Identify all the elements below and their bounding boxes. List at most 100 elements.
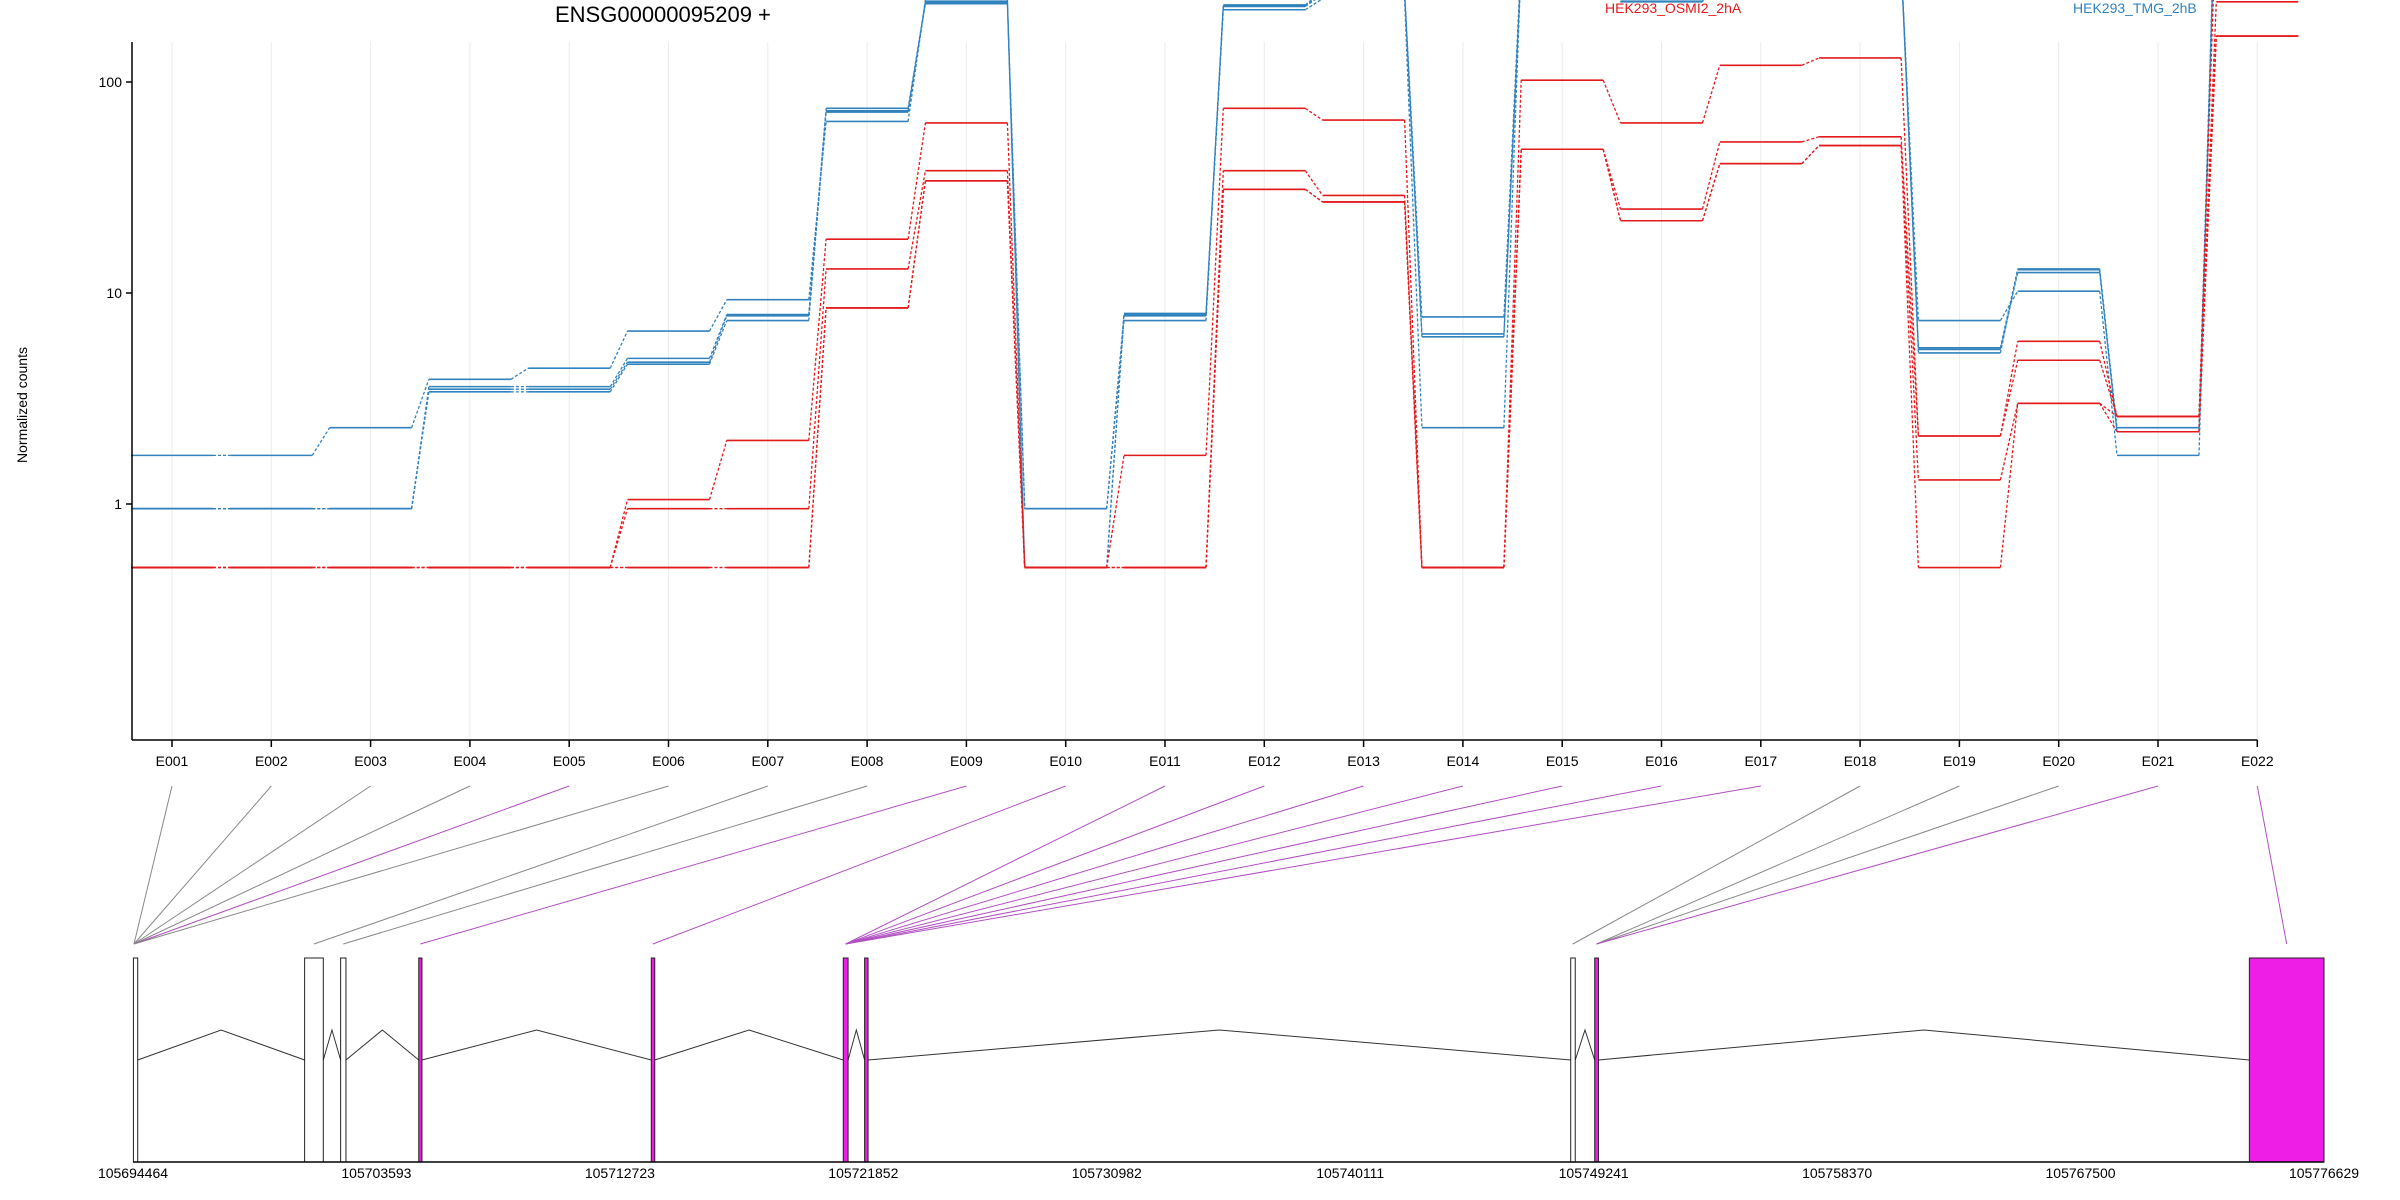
series-transition <box>1902 0 1920 350</box>
exon-connector <box>845 785 1265 945</box>
series-transition <box>1205 108 1224 456</box>
grid-layer <box>171 42 2258 740</box>
series-transition <box>1999 341 2019 437</box>
genomic-tick-label: 105730982 <box>1072 1165 1142 1181</box>
x-tick-label: E007 <box>751 753 784 769</box>
genomic-tick-label: 105758370 <box>1802 1165 1872 1181</box>
x-tick-label: E001 <box>156 753 189 769</box>
x-tick-label: E015 <box>1546 753 1579 769</box>
intron-line <box>868 1029 1571 1061</box>
exon-connector <box>845 785 1464 945</box>
exon-block-highlighted <box>2248 957 2325 1163</box>
exon-connector <box>133 785 272 945</box>
series-transition <box>2198 0 2214 417</box>
series-transition <box>1106 313 1125 568</box>
series-transition <box>609 361 629 390</box>
series-transition <box>1602 149 1622 210</box>
x-tick-label: E009 <box>950 753 983 769</box>
intron-line <box>137 1029 305 1061</box>
intron-line <box>421 1029 652 1061</box>
series-transition <box>907 2 927 111</box>
x-tick-label: E019 <box>1943 753 1976 769</box>
exon-connector <box>343 785 868 945</box>
series-layer <box>131 0 2299 569</box>
series-transition <box>609 330 629 369</box>
chart-title: ENSG00000095209 + <box>555 2 771 27</box>
exon-block-highlighted <box>842 957 849 1163</box>
series-transition <box>2099 291 2118 456</box>
series-transition <box>1106 455 1125 568</box>
exon-connector <box>133 785 669 945</box>
series-transition <box>1403 201 1423 568</box>
series-transition <box>1006 1 1026 568</box>
series-transition <box>1304 0 1316 8</box>
series-transition <box>1205 189 1224 568</box>
series-transition <box>708 440 728 500</box>
exon-connector <box>133 785 570 945</box>
series-transition <box>1999 403 2019 481</box>
series-transition <box>808 108 827 315</box>
genomic-tick-label: 105694464 <box>98 1165 168 1181</box>
series-transition <box>1503 0 1521 428</box>
series-transition <box>808 110 827 316</box>
x-tick-label: E006 <box>652 753 685 769</box>
x-tick-label: E008 <box>851 753 884 769</box>
x-tick-label: E016 <box>1645 753 1678 769</box>
y-tick-label: 10 <box>106 285 122 301</box>
gene-model-layer: 105694464 105703593 105712723 105721852 1057… <box>98 957 2359 1181</box>
series-transition <box>609 358 629 387</box>
series-transition <box>1304 0 1322 11</box>
series-transition <box>1006 180 1026 568</box>
exon-block-highlighted <box>1594 957 1599 1163</box>
series-transition <box>1503 0 1521 337</box>
intron-line <box>1598 1029 2250 1061</box>
exon-block <box>132 957 139 1163</box>
series-transition <box>1205 6 1224 315</box>
series-transition <box>2099 341 2118 417</box>
legend-entry-tmg: HEK293_TMG_2hB <box>2073 0 2197 16</box>
intron-line <box>1574 1028 1596 1061</box>
series-2 <box>131 0 2213 510</box>
series-transition <box>1701 163 1721 221</box>
exon-connector <box>133 785 173 945</box>
exon-block <box>340 957 347 1163</box>
exon-block <box>304 957 324 1163</box>
series-transition <box>2198 0 2213 456</box>
exon-connector <box>1596 785 2059 945</box>
series-transition <box>808 268 827 509</box>
genomic-tick-label: 105749241 <box>1559 1165 1629 1181</box>
x-tick-label: E020 <box>2042 753 2075 769</box>
exon-connector <box>652 785 1066 945</box>
series-8 <box>131 35 2299 569</box>
series-transition <box>907 180 927 308</box>
series-transition <box>1999 403 2019 568</box>
series-transition <box>2198 1 2217 417</box>
series-transition <box>708 315 728 363</box>
x-tick-label: E021 <box>2142 753 2175 769</box>
intron-line <box>322 1028 342 1061</box>
exon-block-highlighted <box>418 957 423 1163</box>
series-transition <box>907 122 927 240</box>
series-transition <box>708 320 728 365</box>
genomic-tick-label: 105776629 <box>2289 1165 2359 1181</box>
exon-connector <box>845 785 1364 945</box>
x-tick-label: E017 <box>1744 753 1777 769</box>
series-transition <box>2099 402 2118 417</box>
axes-layer: 1101001000E001E002E003E004E005E006E007E0… <box>99 42 2274 769</box>
genomic-tick-label: 105767500 <box>2046 1165 2116 1181</box>
exon-connector <box>845 785 1761 945</box>
exon-block-highlighted <box>650 957 656 1163</box>
exon-connector <box>420 785 967 945</box>
series-4 <box>131 0 2213 510</box>
exon-connector <box>845 785 1166 945</box>
exon-connector <box>1596 785 2159 945</box>
series-transition <box>1304 107 1323 121</box>
series-transition <box>1404 0 1423 337</box>
intron-line <box>654 1029 844 1061</box>
exon-connector <box>1572 785 1861 945</box>
series-transition <box>609 363 629 393</box>
intron-line <box>345 1029 420 1061</box>
exon-block <box>1570 957 1576 1163</box>
series-transition <box>2099 268 2118 428</box>
